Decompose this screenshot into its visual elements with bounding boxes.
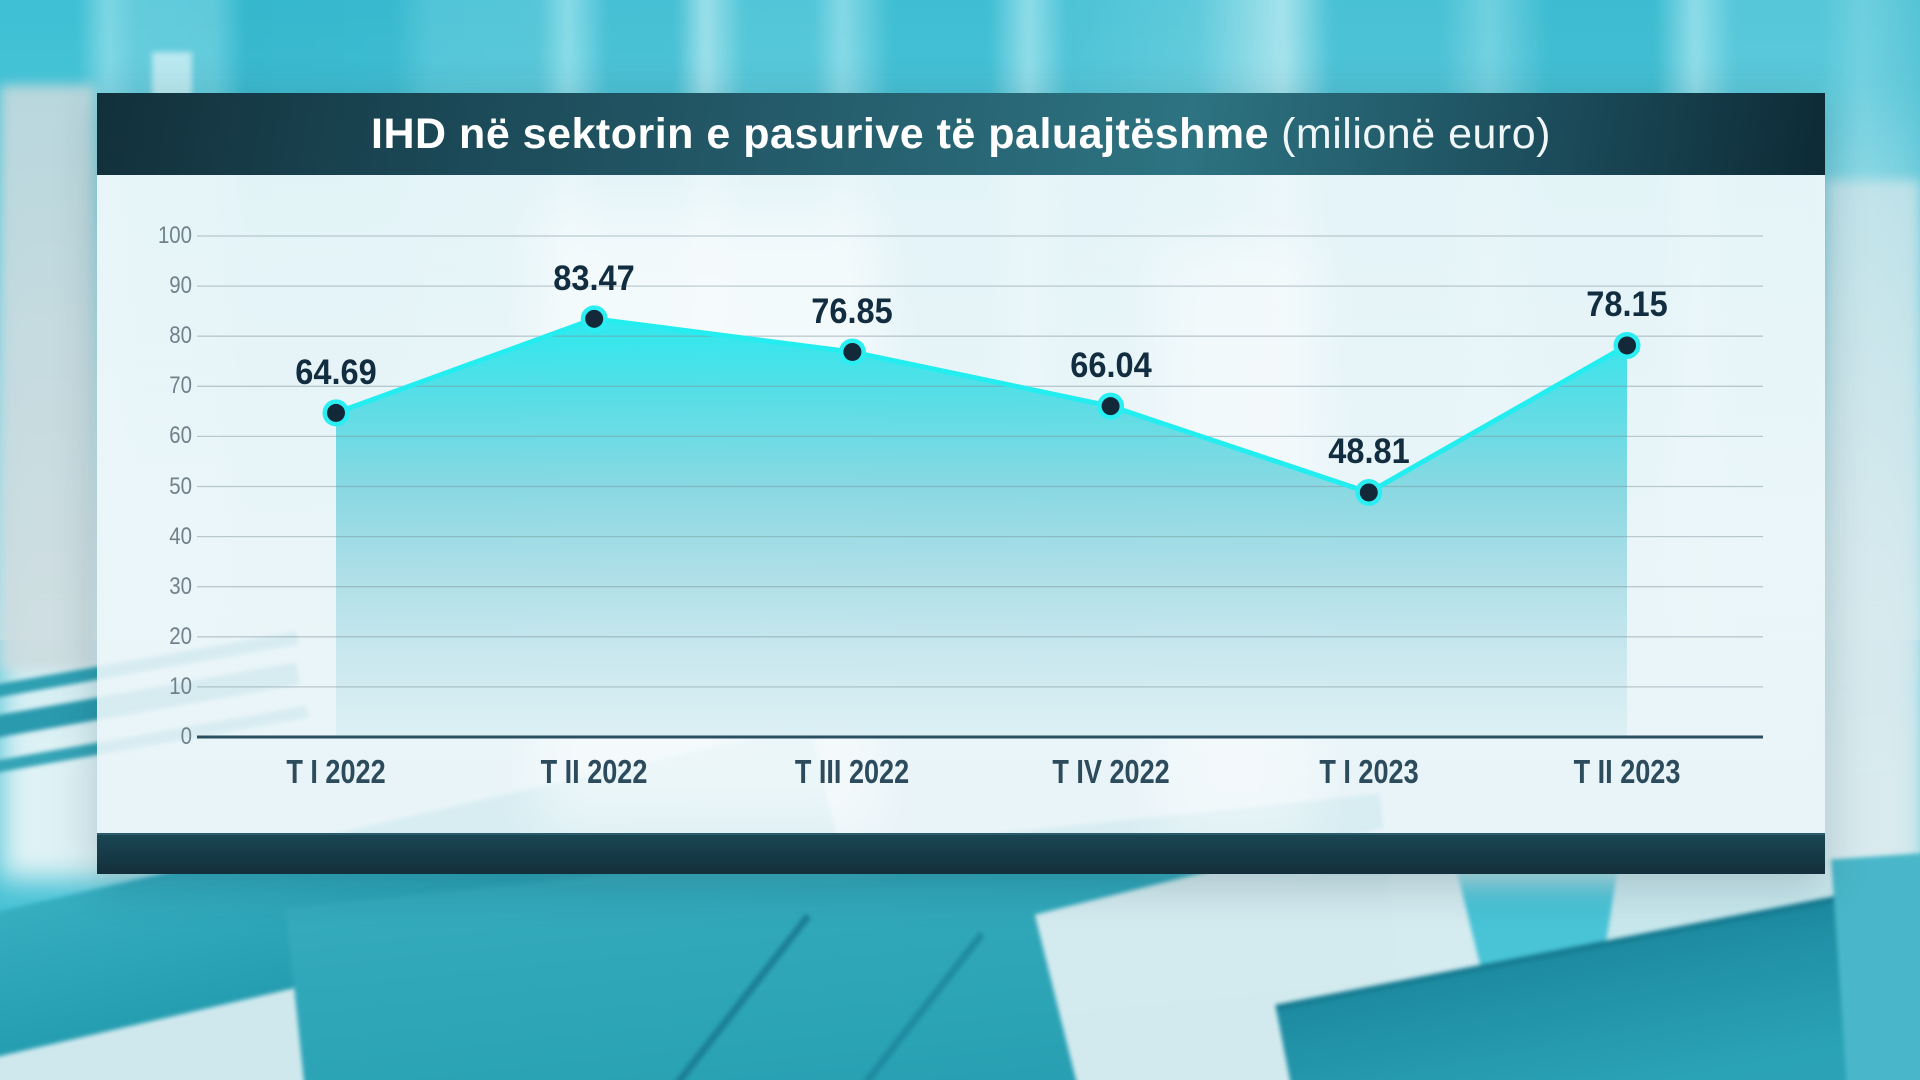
value-label-T II 2023: 78.15 bbox=[1586, 285, 1668, 325]
chart-panel: IHD në sektorin e pasurive të paluajtësh… bbox=[97, 93, 1825, 874]
area-chart: 0 10 20 30 40 50 60 70 80 90 100 T I 2022 T II 2022 T… bbox=[97, 93, 1825, 874]
x-tick-label-T II 2023: T II 2023 bbox=[1573, 753, 1681, 790]
chart-footer-bar bbox=[97, 833, 1825, 874]
value-label-T III 2022: 76.85 bbox=[811, 291, 894, 331]
y-tick-label-80: 80 bbox=[169, 322, 192, 350]
y-tick-label-30: 30 bbox=[169, 572, 192, 600]
y-tick-label-10: 10 bbox=[169, 672, 192, 700]
data-point-T I 2022 bbox=[327, 403, 345, 422]
x-tick-label-T I 2023: T I 2023 bbox=[1319, 753, 1419, 790]
x-tick-label-T IV 2022: T IV 2022 bbox=[1051, 753, 1170, 790]
background-right-column bbox=[1826, 180, 1920, 870]
y-tick-label-40: 40 bbox=[169, 522, 192, 550]
data-point-T II 2022 bbox=[585, 309, 604, 328]
x-tick-label-T II 2022: T II 2022 bbox=[540, 753, 648, 790]
chart-title: IHD në sektorin e pasurive të paluajtësh… bbox=[371, 110, 1551, 159]
data-point-T III 2022 bbox=[843, 342, 862, 361]
chart-canvas bbox=[197, 235, 1763, 739]
value-label-T I 2023: 48.81 bbox=[1328, 432, 1410, 472]
y-tick-label-70: 70 bbox=[169, 372, 192, 400]
x-tick-label-T I 2022: T I 2022 bbox=[286, 753, 386, 790]
chart-title-unit: (milionë euro) bbox=[1281, 109, 1551, 158]
background-left-column bbox=[0, 85, 95, 670]
chart-title-bold: IHD në sektorin e pasurive të paluajtësh… bbox=[371, 109, 1270, 158]
chart-header-bar: IHD në sektorin e pasurive të paluajtësh… bbox=[97, 93, 1825, 175]
background-glass-corner-right bbox=[1831, 851, 1920, 1080]
y-tick-label-100: 100 bbox=[157, 222, 192, 249]
data-point-T I 2023 bbox=[1359, 483, 1378, 502]
value-label-T I 2022: 64.69 bbox=[295, 352, 377, 392]
data-point-T II 2023 bbox=[1618, 336, 1636, 355]
series-line bbox=[333, 316, 1630, 495]
x-tick-label-T III 2022: T III 2022 bbox=[795, 753, 910, 790]
y-tick-label-90: 90 bbox=[169, 272, 192, 300]
area-fill bbox=[336, 318, 1627, 737]
y-tick-label-0: 0 bbox=[180, 723, 192, 750]
value-label-T II 2022: 83.47 bbox=[553, 258, 635, 298]
y-tick-label-50: 50 bbox=[169, 472, 192, 500]
y-tick-label-60: 60 bbox=[169, 422, 192, 450]
y-tick-label-20: 20 bbox=[169, 622, 192, 650]
data-point-T IV 2022 bbox=[1101, 397, 1120, 416]
value-label-T IV 2022: 66.04 bbox=[1069, 346, 1152, 386]
